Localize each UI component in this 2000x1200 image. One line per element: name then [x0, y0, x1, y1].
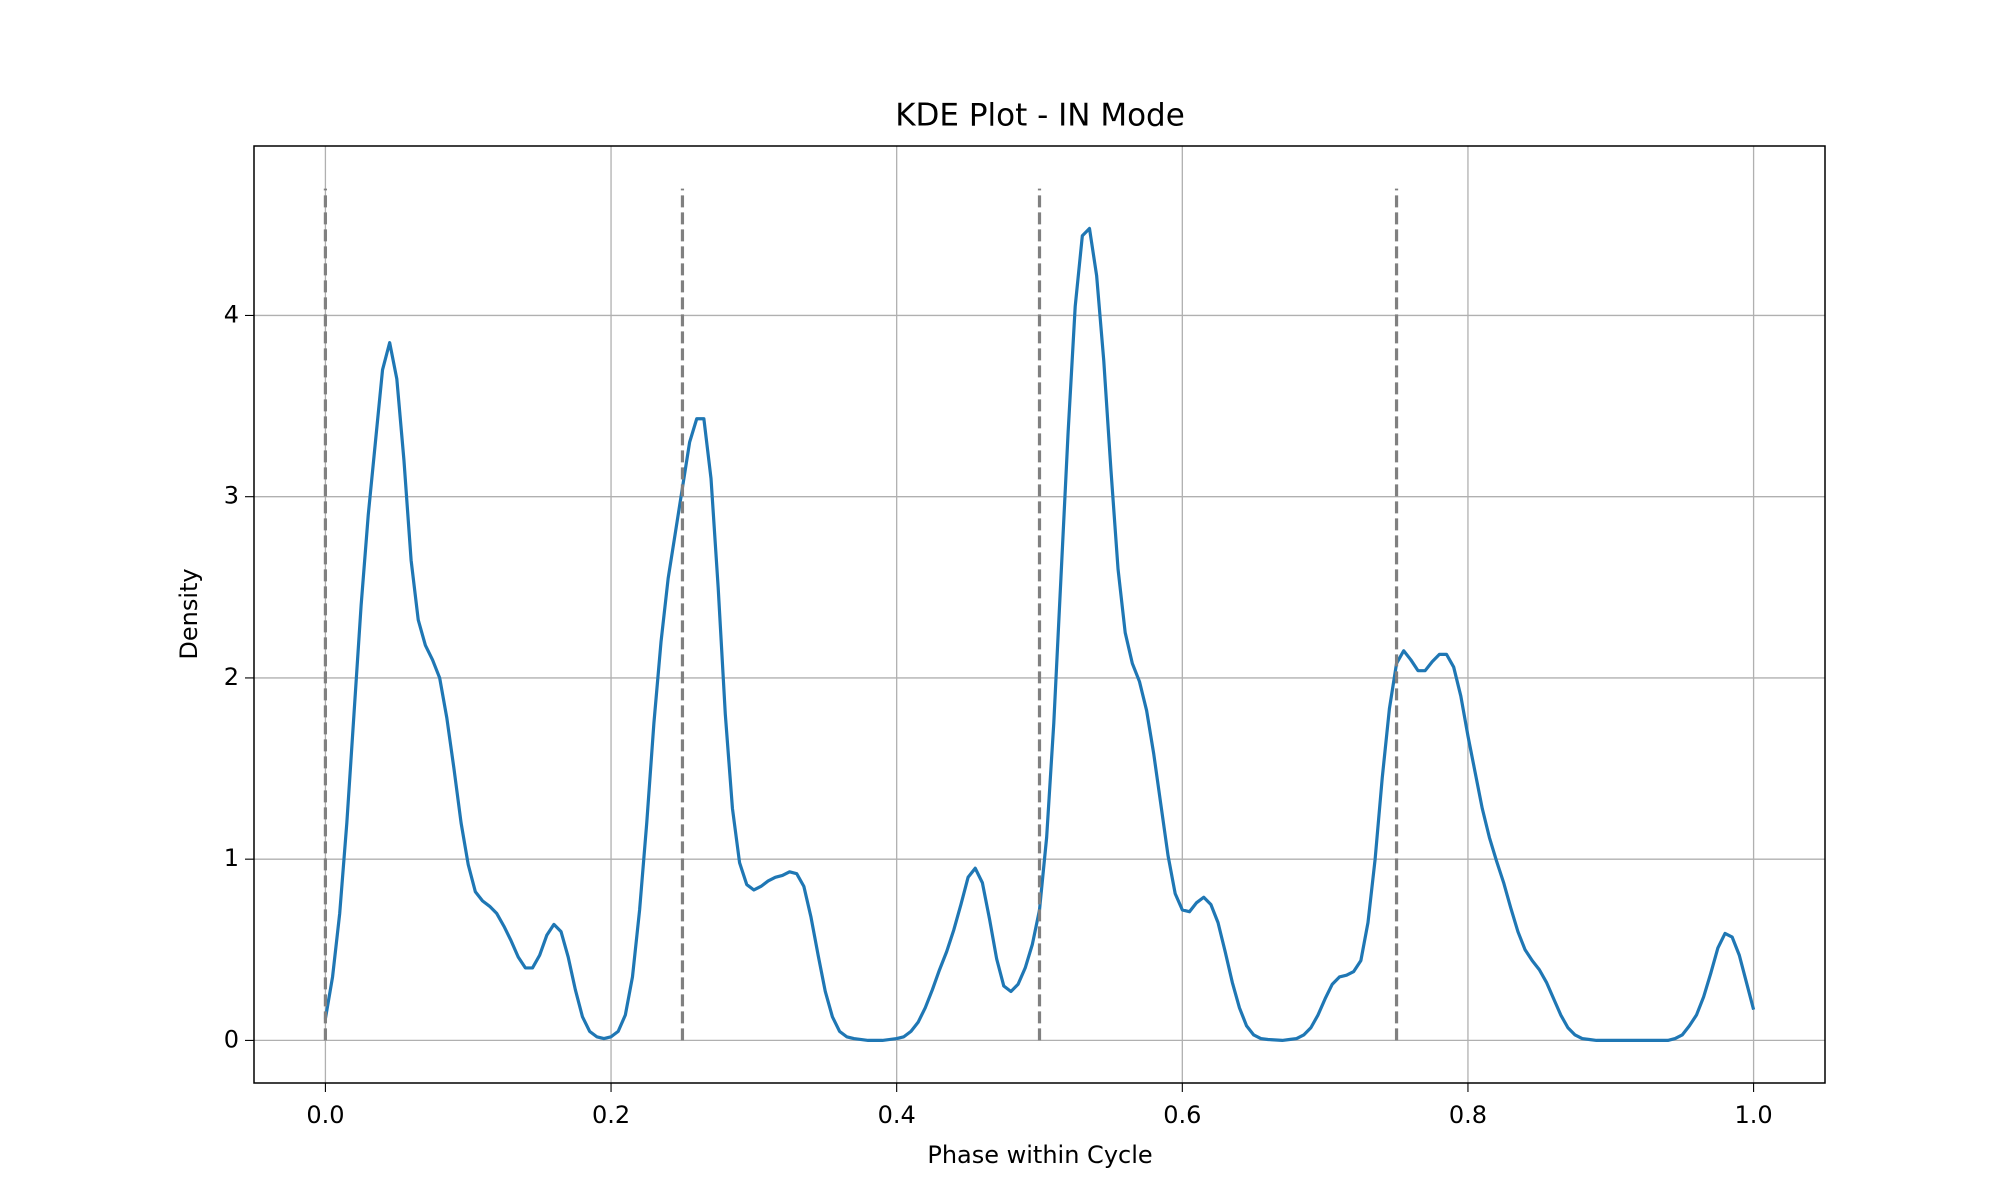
chart-title: KDE Plot - IN Mode: [895, 98, 1185, 134]
y-tick-label: 4: [224, 300, 239, 328]
y-axis-label: Density: [175, 568, 203, 659]
density-line: [323, 226, 1756, 1043]
x-tick-label: 0.8: [1449, 1101, 1487, 1129]
plot-frame: [253, 145, 1826, 1084]
y-tick-label: 1: [224, 844, 239, 872]
x-tick-label: 0.6: [1163, 1101, 1201, 1129]
x-tick-label: 1.0: [1735, 1101, 1773, 1129]
x-tick-label: 0.4: [878, 1101, 916, 1129]
x-axis-label: Phase within Cycle: [927, 1141, 1152, 1169]
x-tick-label: 0.0: [306, 1101, 344, 1129]
y-tick-label: 2: [224, 663, 239, 691]
y-tick-label: 3: [224, 482, 239, 510]
x-tick-label: 0.2: [592, 1101, 630, 1129]
y-tick-label: 0: [224, 1025, 239, 1053]
